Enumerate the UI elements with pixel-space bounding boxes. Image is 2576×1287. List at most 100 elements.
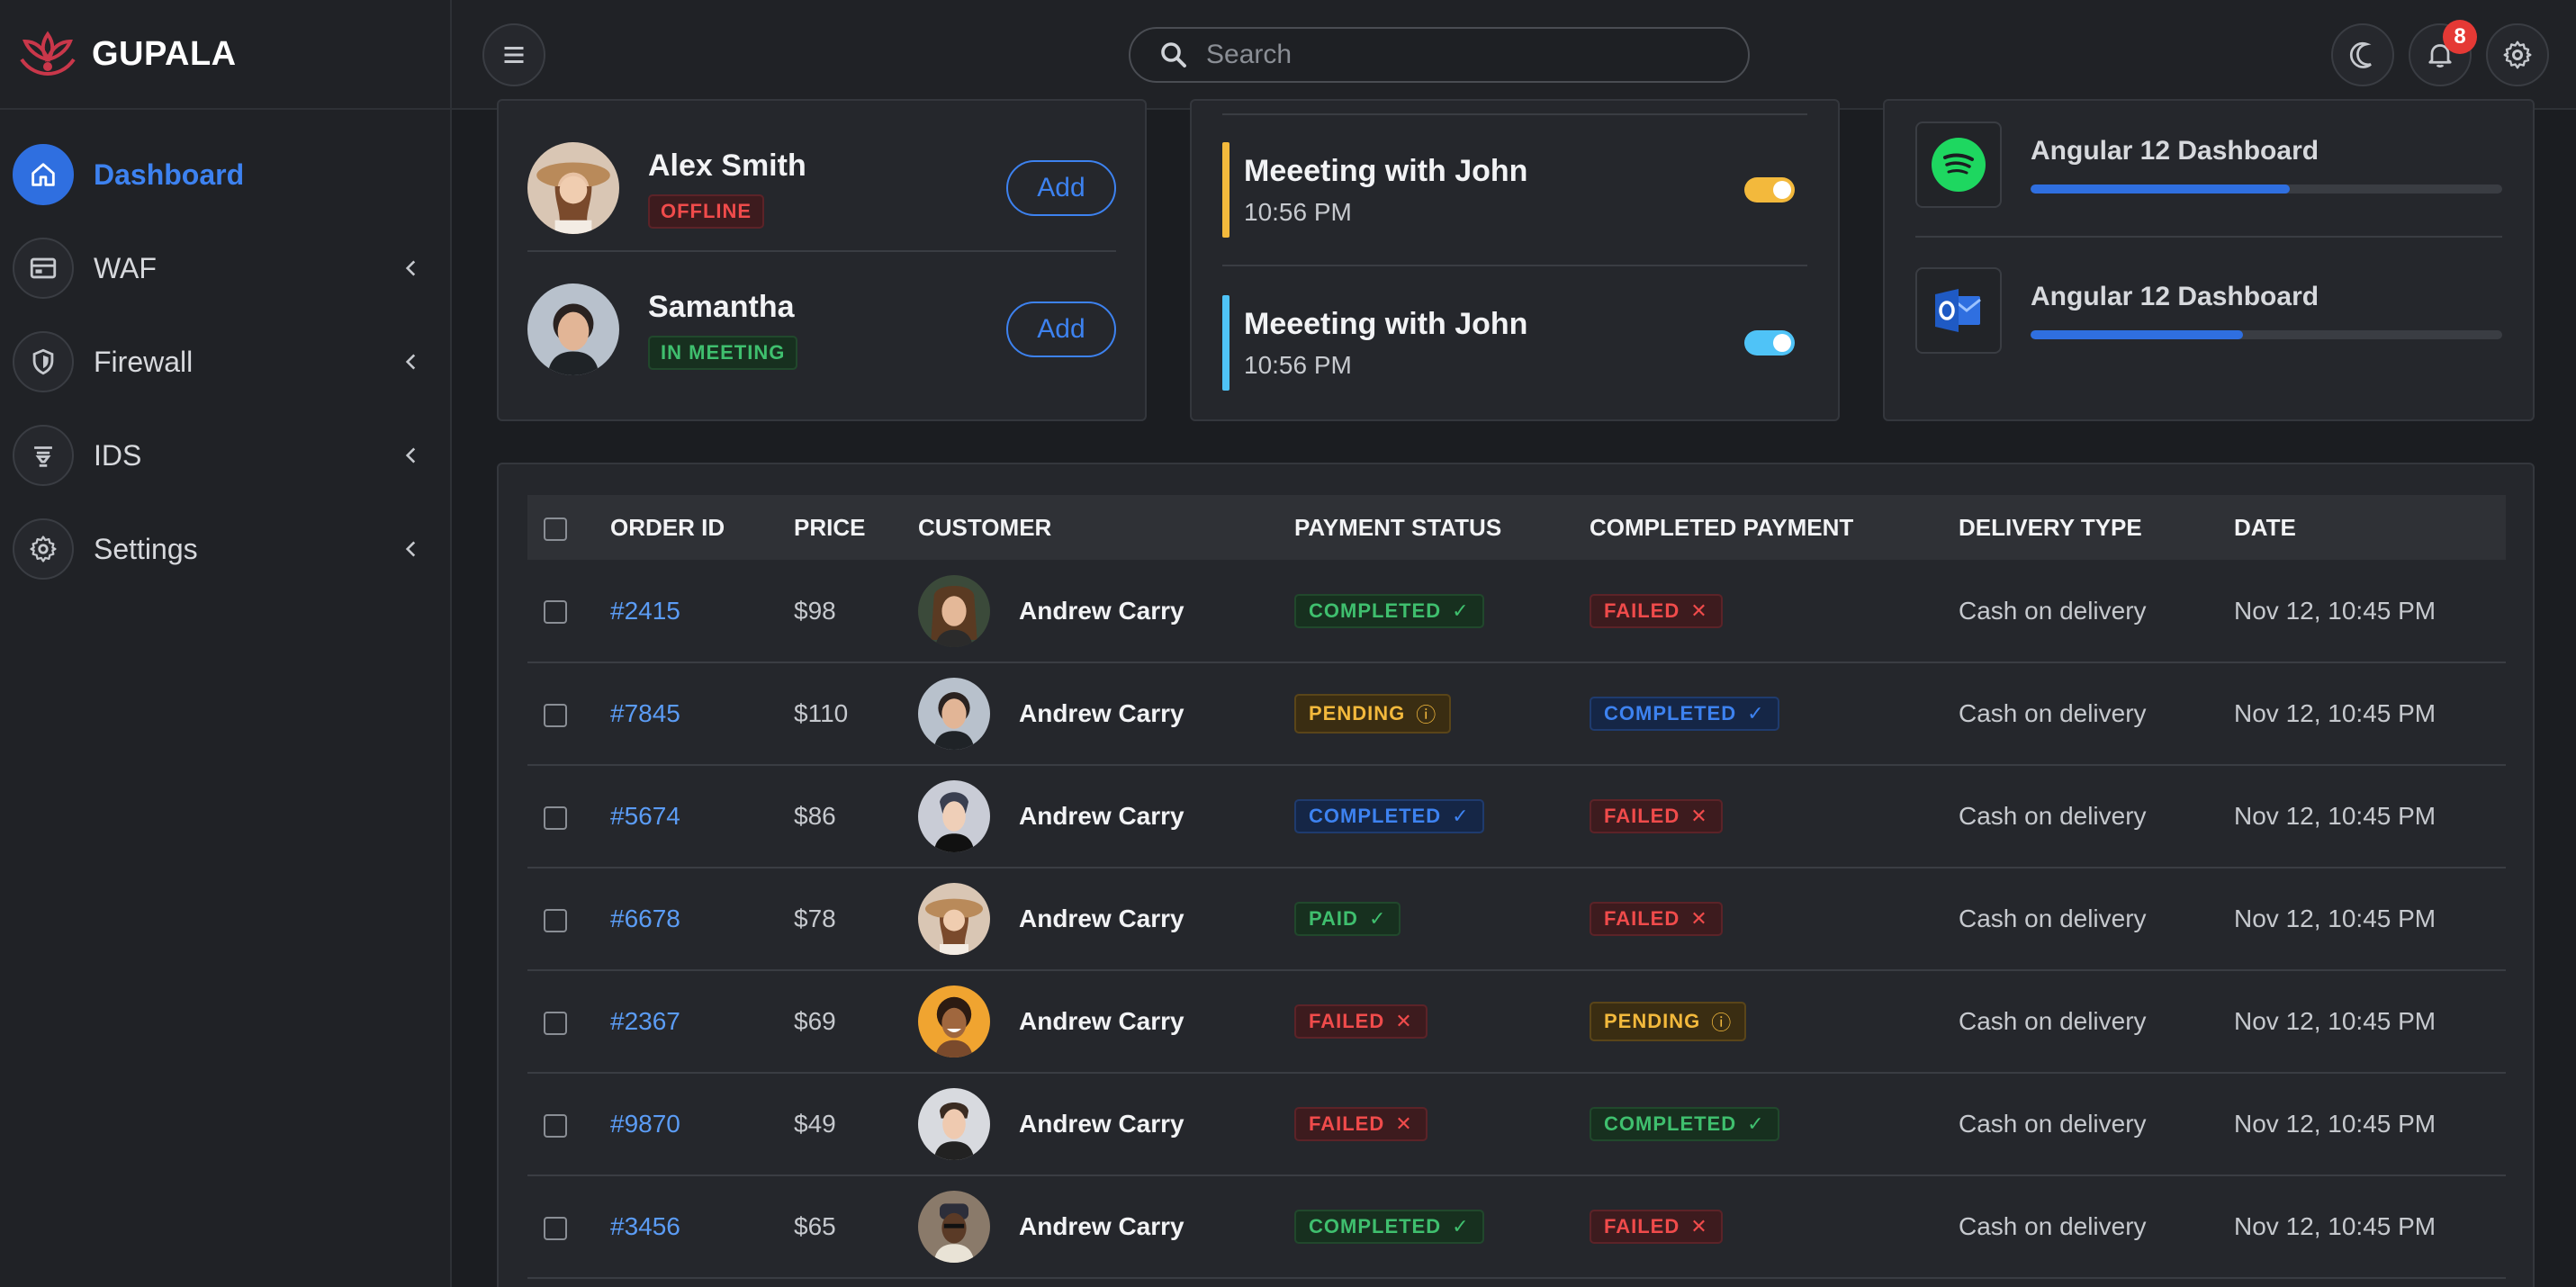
order-id-cell: #2415 — [610, 560, 794, 662]
progress-bar — [2031, 184, 2502, 194]
status-badge: OFFLINE — [648, 194, 765, 229]
column-header[interactable]: DATE — [2234, 513, 2296, 541]
avatar-image — [527, 142, 619, 234]
meeting-time: 10:56 PM — [1244, 350, 1352, 379]
column-header[interactable]: ORDER ID — [610, 513, 725, 541]
column-header[interactable]: CUSTOMER — [918, 513, 1052, 541]
column-header[interactable]: PRICE — [794, 513, 866, 541]
meeting-title: Meeeting with John — [1244, 306, 1528, 341]
table-row[interactable]: #6678 $78 Andrew Carry PAID ✓ FAILED ✕ Cash on … — [527, 868, 2506, 970]
customer-name: Andrew Carry — [1019, 1110, 1184, 1138]
badge-label: FAILED — [1604, 598, 1680, 622]
order-id-link[interactable]: #2367 — [610, 1007, 680, 1035]
row-checkbox[interactable] — [544, 1011, 567, 1035]
order-id-link[interactable]: #6678 — [610, 904, 680, 932]
badge-label: FAILED — [1309, 1112, 1385, 1135]
order-id-link[interactable]: #9870 — [610, 1110, 680, 1138]
window-icon — [30, 257, 57, 279]
order-id-link[interactable]: #2415 — [610, 596, 680, 625]
select-all-checkbox[interactable] — [544, 517, 567, 541]
avatar-image — [918, 678, 990, 750]
badge-label: FAILED — [1604, 1215, 1680, 1238]
row-checkbox[interactable] — [544, 908, 567, 932]
user-name: Alex Smith — [648, 148, 806, 183]
row-checkbox[interactable] — [544, 703, 567, 727]
table-row[interactable]: #2415 $98 Andrew Carry COMPLETED ✓ FAILED ✕ Cas… — [527, 560, 2506, 662]
check-icon: ✓ — [1747, 702, 1765, 724]
badge-label: PENDING — [1309, 702, 1406, 724]
column-header[interactable]: DELIVERY TYPE — [1959, 513, 2142, 541]
order-id-cell: #6678 — [610, 868, 794, 970]
column-header[interactable]: COMPLETED PAYMENT — [1590, 513, 1854, 541]
avatar — [918, 1088, 990, 1160]
sidebar-item-settings[interactable]: Settings — [0, 502, 450, 596]
meeting-info: Meeeting with John 10:56 PM — [1244, 307, 1744, 380]
sidebar-item-ids[interactable]: IDS — [0, 409, 450, 502]
payment-status-cell: COMPLETED ✓ — [1294, 1175, 1590, 1278]
row-select-cell — [527, 560, 610, 662]
user-info: Samantha IN MEETING — [648, 290, 1006, 370]
row-checkbox[interactable] — [544, 600, 567, 625]
order-id-link[interactable]: #7845 — [610, 699, 680, 727]
completed-payment-cell: COMPLETED ✓ — [1590, 1073, 1959, 1175]
table-row[interactable]: #9870 $49 Andrew Carry FAILED ✕ COMPLETED ✓ Cas… — [527, 1073, 2506, 1175]
completed-payment-badge: COMPLETED ✓ — [1590, 697, 1779, 731]
meeting-toggle[interactable] — [1744, 330, 1795, 356]
toggle-knob — [1773, 181, 1791, 199]
add-user-button[interactable]: Add — [1006, 302, 1116, 357]
moon-icon — [2349, 41, 2372, 68]
customer-cell: Andrew Carry — [918, 970, 1294, 1073]
customer-cell: Andrew Carry — [918, 1073, 1294, 1175]
table-row[interactable]: #3456 $65 Andrew Carry COMPLETED ✓ FAILED ✕ Cas… — [527, 1175, 2506, 1278]
row-checkbox[interactable] — [544, 806, 567, 830]
dark-mode-toggle-button[interactable] — [2331, 23, 2394, 86]
table-row[interactable]: #7845 $110 Andrew Carry PENDING ⓘ COMPLETED ✓ C… — [527, 662, 2506, 765]
row-checkbox[interactable] — [544, 1113, 567, 1138]
app-icon-box — [1915, 267, 2002, 354]
completed-payment-badge: PENDING ⓘ — [1590, 1002, 1747, 1041]
avatar — [527, 284, 619, 375]
meeting-toggle[interactable] — [1744, 177, 1795, 202]
badge-label: COMPLETED — [1604, 702, 1737, 724]
settings-button[interactable] — [2486, 23, 2549, 86]
avatar — [918, 780, 990, 852]
order-id-link[interactable]: #5674 — [610, 802, 680, 830]
completed-payment-badge: FAILED ✕ — [1590, 1210, 1723, 1244]
sidebar-item-dashboard[interactable]: Dashboard — [0, 128, 450, 221]
payment-status-badge: FAILED ✕ — [1294, 1107, 1428, 1141]
completed-payment-cell: FAILED ✕ — [1590, 1175, 1959, 1278]
home-icon-wrap — [13, 144, 74, 205]
sidebar-item-firewall[interactable]: Firewall — [0, 315, 450, 409]
sidebar-nav: Dashboard WAF Firewall IDS — [0, 110, 450, 596]
customer: Andrew Carry — [918, 883, 1294, 955]
avatar-image — [527, 284, 619, 375]
spotify-icon — [1932, 138, 1986, 192]
check-icon: ✓ — [1452, 1215, 1470, 1238]
table-row[interactable]: #2367 $69 Andrew Carry FAILED ✕ PENDING ⓘ Cash … — [527, 970, 2506, 1073]
menu-toggle-button[interactable] — [482, 23, 545, 86]
customer-name: Andrew Carry — [1019, 1007, 1184, 1035]
completed-payment-badge: FAILED ✕ — [1590, 799, 1723, 833]
table-row[interactable]: #5674 $86 Andrew Carry COMPLETED ✓ FAILED ✕ Cas… — [527, 765, 2506, 868]
price-cell: $65 — [794, 1212, 836, 1240]
avatar-image — [918, 1191, 990, 1263]
row-checkbox[interactable] — [544, 1216, 567, 1240]
order-id-link[interactable]: #3456 — [610, 1212, 680, 1240]
customer-name: Andrew Carry — [1019, 596, 1184, 625]
order-id-cell: #9870 — [610, 1073, 794, 1175]
badge-label: COMPLETED — [1604, 1112, 1737, 1135]
customer-name: Andrew Carry — [1019, 699, 1184, 727]
completed-payment-badge: FAILED ✕ — [1590, 902, 1723, 936]
brand: GUPALA — [0, 0, 450, 110]
price-cell: $49 — [794, 1110, 836, 1138]
progress-fill — [2031, 330, 2243, 339]
column-header[interactable]: PAYMENT STATUS — [1294, 513, 1502, 541]
payment-status-cell: FAILED ✕ — [1294, 1073, 1590, 1175]
search-input[interactable] — [1206, 40, 1710, 70]
notifications-button[interactable]: 8 — [2409, 20, 2477, 86]
add-user-button[interactable]: Add — [1006, 160, 1116, 216]
sidebar-item-waf[interactable]: WAF — [0, 221, 450, 315]
meeting-title: Meeeting with John — [1244, 153, 1528, 188]
order-id-cell: #5674 — [610, 765, 794, 868]
avatar-image — [918, 780, 990, 852]
